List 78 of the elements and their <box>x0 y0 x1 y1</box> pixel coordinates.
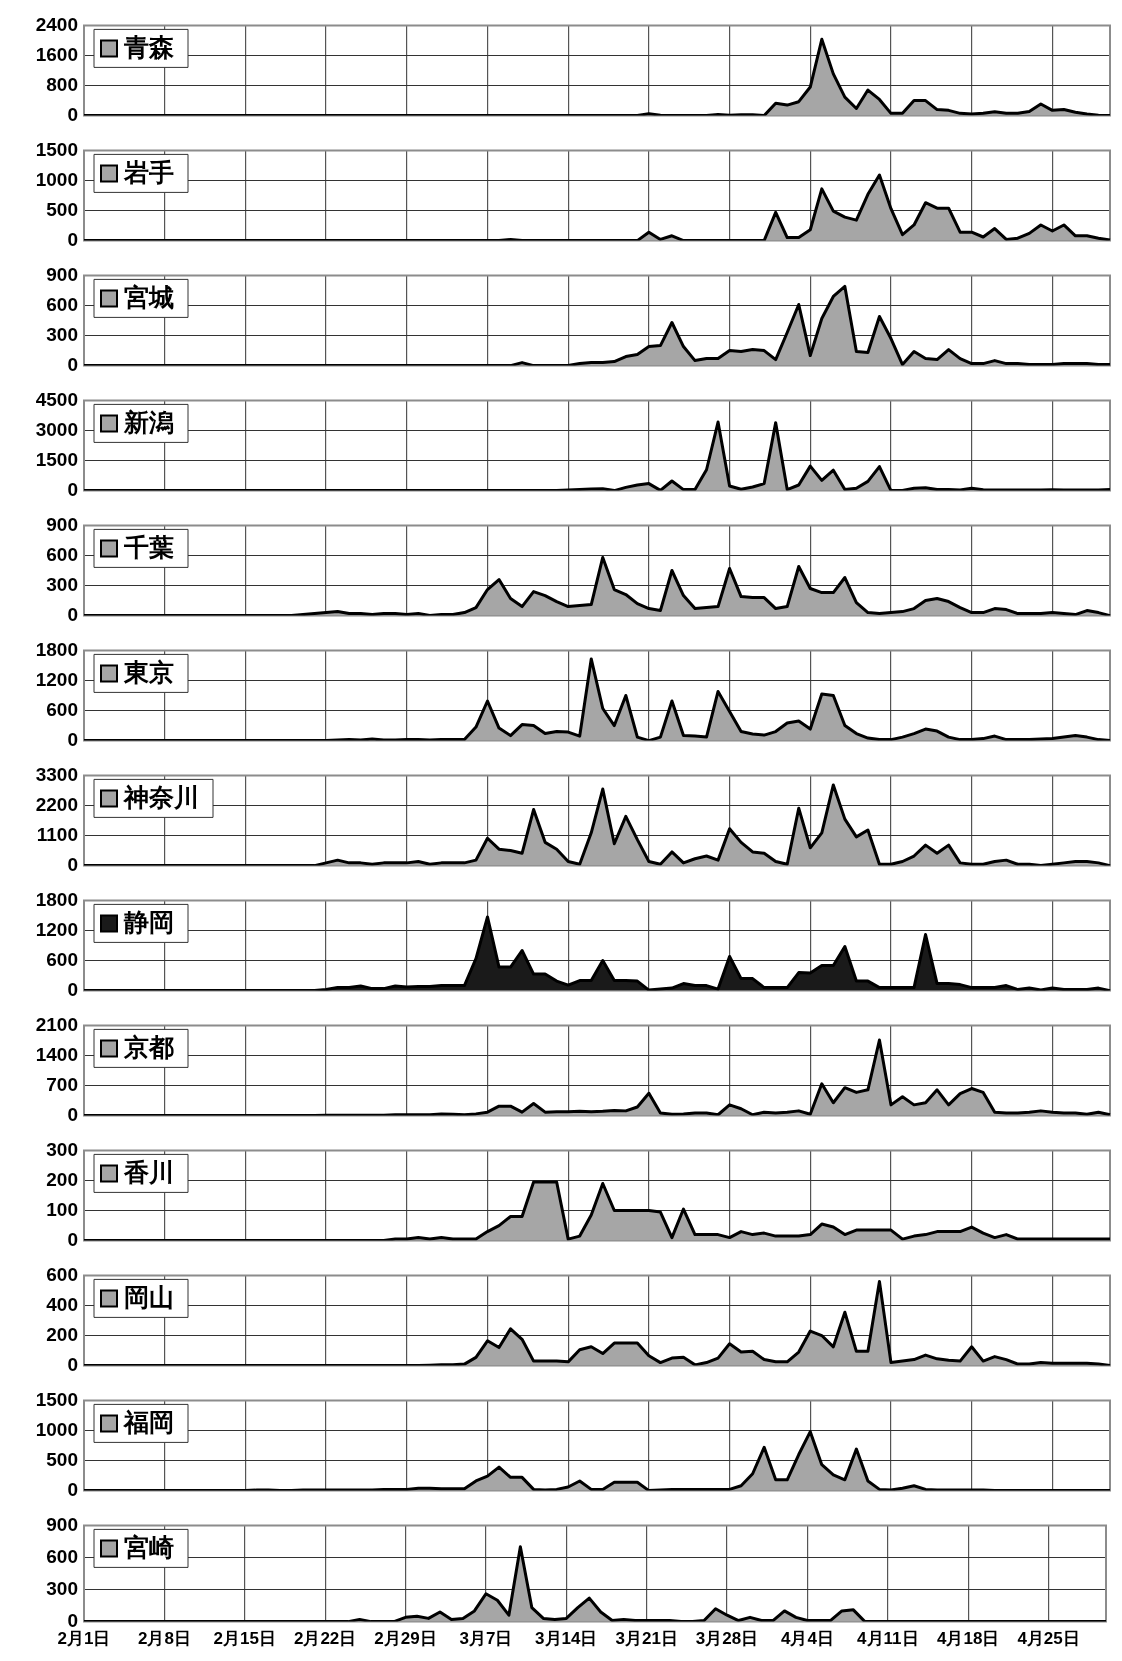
legend-label: 香川 <box>123 1158 174 1187</box>
y-tick-label: 2100 <box>35 1013 78 1035</box>
y-tick-label: 900 <box>46 513 78 535</box>
x-tick-label: 4月18日 <box>937 1629 1000 1649</box>
legend-label: 福岡 <box>123 1408 174 1437</box>
y-tick-label: 0 <box>67 1478 78 1500</box>
y-tick-label: 2200 <box>35 793 78 815</box>
y-tick-label: 0 <box>67 1103 78 1125</box>
legend-label: 静岡 <box>123 908 174 937</box>
y-tick-label: 700 <box>46 1073 78 1095</box>
y-tick-label: 0 <box>67 353 78 375</box>
y-tick-label: 500 <box>46 198 78 220</box>
x-tick-label: 2月1日 <box>57 1629 111 1649</box>
x-tick-label: 3月28日 <box>695 1629 759 1649</box>
legend-label: 神奈川 <box>123 783 199 812</box>
y-tick-label: 0 <box>67 228 78 250</box>
y-tick-label: 600 <box>46 948 78 970</box>
y-tick-label: 600 <box>46 543 78 565</box>
y-tick-label: 900 <box>46 263 78 285</box>
x-tick-label: 4月25日 <box>1017 1629 1080 1649</box>
x-tick-label: 3月14日 <box>535 1629 598 1649</box>
legend-label: 宮城 <box>124 283 174 312</box>
y-tick-label: 3300 <box>35 763 78 785</box>
y-tick-label: 200 <box>46 1323 78 1345</box>
y-tick-label: 1800 <box>35 888 78 910</box>
y-tick-label: 300 <box>46 323 78 345</box>
x-tick-label: 2月8日 <box>137 1629 191 1649</box>
y-tick-label: 1000 <box>35 1418 78 1440</box>
y-tick-label: 0 <box>67 603 78 625</box>
y-tick-label: 200 <box>46 1168 78 1190</box>
x-tick-label: 2月22日 <box>293 1629 357 1649</box>
y-tick-label: 0 <box>67 728 78 750</box>
y-tick-label: 800 <box>46 73 78 95</box>
y-tick-label: 0 <box>67 1609 78 1631</box>
y-tick-label: 0 <box>67 478 78 500</box>
legend-label: 新潟 <box>123 408 174 437</box>
y-tick-label: 1500 <box>35 1388 78 1410</box>
y-tick-label: 1000 <box>35 168 78 190</box>
y-tick-label: 1500 <box>35 448 78 470</box>
y-tick-label: 4500 <box>35 388 78 410</box>
y-tick-label: 2400 <box>35 13 78 35</box>
y-tick-label: 1500 <box>35 138 78 160</box>
y-tick-label: 500 <box>46 1448 78 1470</box>
y-tick-label: 300 <box>46 1138 78 1160</box>
y-tick-label: 1400 <box>35 1043 78 1065</box>
y-tick-label: 1600 <box>35 43 78 65</box>
legend-label: 青森 <box>123 33 174 62</box>
x-tick-label: 4月11日 <box>857 1629 919 1649</box>
x-tick-label: 2月15日 <box>213 1629 276 1649</box>
legend-label: 千葉 <box>123 533 174 562</box>
y-tick-label: 1200 <box>35 918 78 940</box>
y-tick-label: 1800 <box>35 638 78 660</box>
y-tick-label: 0 <box>67 978 78 1000</box>
y-tick-label: 900 <box>46 1513 78 1535</box>
y-tick-label: 1100 <box>36 823 78 845</box>
legend-label: 宮崎 <box>124 1533 174 1562</box>
legend-label: 岩手 <box>123 158 174 187</box>
y-tick-label: 100 <box>46 1198 78 1220</box>
y-tick-label: 600 <box>46 1545 78 1567</box>
legend-label: 京都 <box>123 1033 174 1062</box>
y-tick-label: 600 <box>46 293 78 315</box>
x-tick-label: 3月7日 <box>459 1629 513 1649</box>
y-tick-label: 600 <box>46 1263 78 1285</box>
y-tick-label: 600 <box>46 698 78 720</box>
legend-label: 岡山 <box>124 1283 174 1312</box>
x-tick-label: 3月21日 <box>615 1629 678 1649</box>
y-tick-label: 0 <box>67 1228 78 1250</box>
x-tick-label: 2月29日 <box>374 1629 437 1649</box>
y-tick-label: 300 <box>46 573 78 595</box>
y-tick-label: 400 <box>46 1293 78 1315</box>
x-tick-label: 4月4日 <box>780 1629 834 1649</box>
y-tick-label: 0 <box>67 103 78 125</box>
y-tick-label: 3000 <box>35 418 78 440</box>
y-tick-label: 1200 <box>35 668 78 690</box>
y-tick-label: 0 <box>67 853 78 875</box>
y-tick-label: 300 <box>46 1577 78 1599</box>
y-tick-label: 0 <box>67 1353 78 1375</box>
legend-label: 東京 <box>123 658 174 687</box>
